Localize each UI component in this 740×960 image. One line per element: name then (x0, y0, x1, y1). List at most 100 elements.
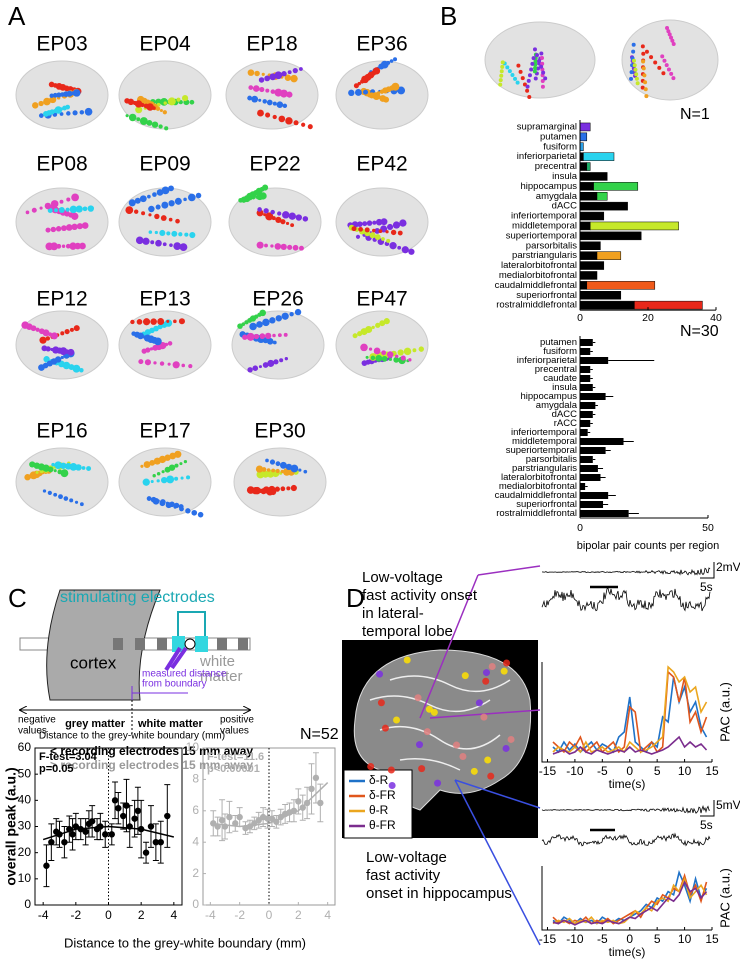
electrode-dot (157, 318, 165, 326)
electrode-dot (641, 51, 646, 56)
electrode-dot (82, 206, 88, 212)
electrode-dot (136, 319, 143, 325)
electrode-dot (161, 201, 169, 209)
electrode-dot (387, 766, 395, 774)
point (108, 831, 115, 838)
brain-outline (335, 60, 429, 130)
electrode-dot (261, 72, 265, 76)
electrode-dot (155, 98, 162, 106)
electrode-dot (373, 92, 378, 97)
category-label: parsorbitalis (526, 240, 577, 251)
electrode-dot (73, 325, 80, 332)
electrode-dot (643, 80, 648, 85)
category-label: inferiortemporal (511, 427, 577, 438)
category-label: amygdala (536, 191, 578, 202)
brain-thumbnail (231, 308, 325, 380)
electrode-dot (662, 58, 667, 63)
electrode-dot (275, 468, 280, 474)
bar-segment (579, 162, 588, 171)
electrode-dot (256, 241, 264, 249)
brain-thumbnail (118, 310, 212, 380)
electrode-dot (532, 69, 537, 74)
point (134, 807, 142, 814)
electrode-dot (280, 486, 286, 492)
point (115, 804, 122, 812)
electrode-dot (125, 206, 134, 214)
electrode-dot (270, 209, 275, 215)
electrode-dot (381, 724, 389, 732)
brain-outline (228, 187, 322, 257)
electrode-dot (279, 89, 288, 98)
electrode-dot (150, 240, 155, 245)
bar (580, 438, 624, 445)
electrode-dot (392, 221, 401, 229)
electrode-dot (147, 194, 151, 199)
electrode-dot (267, 359, 275, 367)
electrode-dot (65, 104, 70, 110)
electrode-dot (539, 51, 544, 56)
electrode-dot (31, 207, 37, 213)
electrode-dot (378, 229, 383, 234)
electrode-dot (171, 230, 178, 237)
electrode-dot (265, 332, 272, 339)
point (111, 797, 119, 804)
x-axis-label: time(s) (609, 945, 646, 959)
annotation: p<0.00001 (207, 763, 260, 775)
electrode-dot (179, 462, 183, 466)
electrode-dot (252, 365, 259, 371)
electrode-dot (661, 71, 666, 76)
bar-segment (579, 172, 608, 181)
electrode-dot (274, 486, 280, 492)
point (43, 862, 50, 869)
electrode-dot (152, 106, 156, 110)
electrode-dot (45, 336, 51, 341)
x-tick-label: -10 (566, 764, 584, 778)
electrode-dot (165, 502, 172, 509)
electrode-dot (290, 484, 297, 492)
chart-title: N=52 (300, 726, 339, 743)
electrode-dot (25, 210, 30, 215)
category-label: fusiform (543, 346, 577, 357)
electrode-dot (529, 67, 534, 72)
electrode-dot (136, 117, 141, 122)
contacts (113, 638, 248, 650)
electrode-dot (166, 475, 175, 484)
annotation: F-test=11.6 (207, 751, 264, 763)
electrode-dot (140, 464, 144, 468)
electrode-dot (671, 41, 676, 46)
electrode-dot (280, 219, 286, 225)
electrode-dot (188, 363, 193, 369)
bar-segment (579, 221, 591, 231)
electrode-dot (272, 101, 277, 106)
category-label: fusiform (543, 141, 577, 152)
electrode-dot (307, 124, 313, 130)
electrode-dot (298, 245, 304, 251)
electrode-dot (251, 196, 256, 200)
electrode-dot (541, 70, 546, 75)
brain-thumbnail (225, 60, 319, 130)
electrode-dot (453, 741, 461, 749)
bar (580, 384, 593, 391)
bar (580, 474, 601, 481)
electrode-dot (403, 656, 411, 664)
x-axis-label: time(s) (609, 777, 646, 791)
electrode-dot (292, 244, 299, 251)
brain-thumbnail (15, 60, 109, 130)
point (317, 799, 324, 807)
scale-label: 5s (700, 818, 713, 832)
midpoint (184, 638, 196, 650)
electrode-dot (60, 355, 64, 360)
electrode-dot (285, 117, 293, 125)
electrode-dot (39, 206, 43, 210)
electrode-dot (127, 98, 135, 106)
electrode-dot (399, 219, 407, 227)
electrode-dot (513, 76, 518, 81)
brain-thumbnail (228, 184, 322, 257)
electrode-dot (38, 113, 44, 118)
electrode-dot (164, 126, 169, 131)
brain-outline (15, 447, 109, 517)
point (308, 785, 315, 793)
category-label: middletemporal (512, 220, 577, 231)
electrode-dot (174, 476, 179, 481)
x-tick-label: -2 (234, 908, 245, 922)
